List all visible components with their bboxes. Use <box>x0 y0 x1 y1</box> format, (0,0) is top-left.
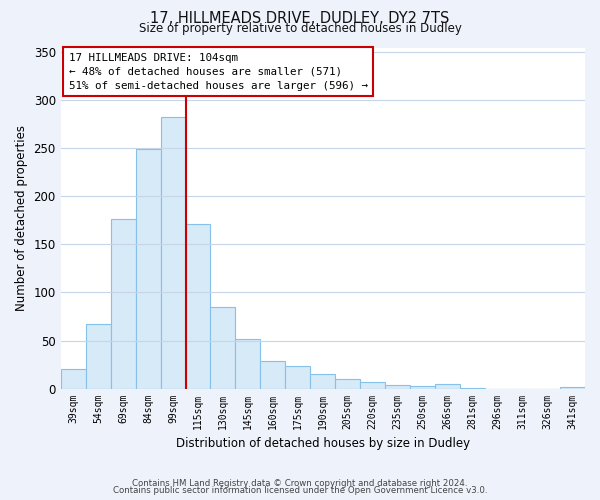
Text: Contains public sector information licensed under the Open Government Licence v3: Contains public sector information licen… <box>113 486 487 495</box>
Bar <box>211 307 235 388</box>
Bar <box>110 220 136 388</box>
Bar <box>235 338 260 388</box>
Bar <box>385 384 410 388</box>
Text: 17, HILLMEADS DRIVE, DUDLEY, DY2 7TS: 17, HILLMEADS DRIVE, DUDLEY, DY2 7TS <box>151 11 449 26</box>
Bar <box>435 384 460 388</box>
Bar <box>310 374 335 388</box>
Text: Size of property relative to detached houses in Dudley: Size of property relative to detached ho… <box>139 22 461 35</box>
Bar <box>260 360 286 388</box>
Text: 17 HILLMEADS DRIVE: 104sqm
← 48% of detached houses are smaller (571)
51% of sem: 17 HILLMEADS DRIVE: 104sqm ← 48% of deta… <box>68 52 368 90</box>
Y-axis label: Number of detached properties: Number of detached properties <box>15 125 28 311</box>
Bar <box>335 379 360 388</box>
Bar <box>61 370 86 388</box>
Text: Contains HM Land Registry data © Crown copyright and database right 2024.: Contains HM Land Registry data © Crown c… <box>132 478 468 488</box>
Bar <box>161 116 185 388</box>
Bar <box>360 382 385 388</box>
Bar <box>286 366 310 388</box>
Bar <box>185 224 211 388</box>
X-axis label: Distribution of detached houses by size in Dudley: Distribution of detached houses by size … <box>176 437 470 450</box>
Bar <box>410 386 435 388</box>
Bar <box>560 386 585 388</box>
Bar <box>136 150 161 388</box>
Bar <box>86 324 110 388</box>
